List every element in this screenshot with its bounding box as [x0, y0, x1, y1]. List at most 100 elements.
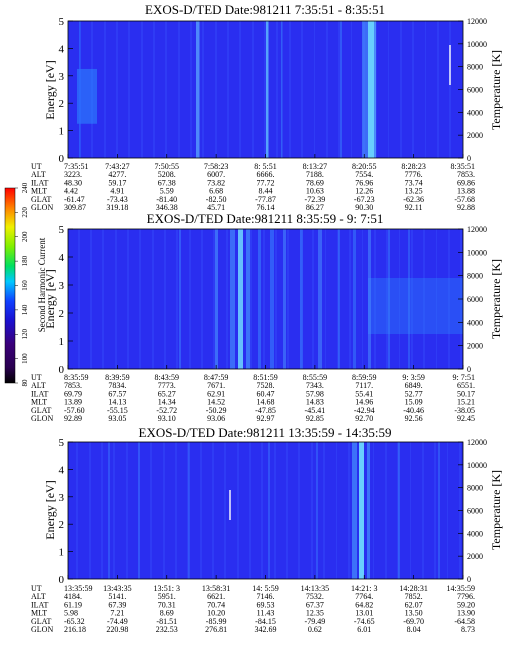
table-cell: 92.11 — [405, 203, 423, 212]
table-cell: 5208. — [158, 170, 176, 179]
table-cell: 7:43:27 — [105, 162, 129, 171]
spectrogram-texture — [163, 442, 164, 579]
spectrogram-band — [318, 229, 322, 369]
table-cell: 4.91 — [110, 187, 124, 196]
y-tick-label: 3 — [59, 71, 65, 83]
spectrogram-band — [367, 442, 370, 579]
table-cell: 59.20 — [457, 600, 475, 609]
table-row-name: MLT — [31, 187, 47, 196]
table-cell: 15.21 — [457, 398, 475, 407]
table-row-name: ALT — [31, 381, 46, 390]
spectrogram-texture — [262, 442, 263, 579]
table-cell: 0.62 — [308, 625, 322, 634]
spectrogram-texture — [314, 21, 315, 158]
spectrogram-texture — [129, 21, 130, 158]
y-tick-label: 1 — [59, 336, 65, 348]
table-cell: 13.88 — [457, 187, 475, 196]
table-cell: -47.85 — [255, 406, 276, 415]
spectrogram-band — [268, 442, 270, 579]
spectrogram-texture — [349, 229, 350, 369]
table-cell: 7764. — [355, 592, 373, 601]
y-tick-label: 4 — [59, 252, 65, 264]
table-row-name: GLAT — [31, 617, 52, 626]
table-cell: -74.49 — [107, 617, 128, 626]
table-row-name: ILAT — [31, 389, 48, 398]
table-cell: 6007. — [207, 170, 225, 179]
spectrogram-texture — [388, 21, 389, 158]
spectrogram-texture — [264, 229, 265, 369]
spectrogram-texture — [150, 442, 151, 579]
table-cell: 7:58:23 — [204, 162, 228, 171]
spectrogram-texture — [104, 21, 105, 158]
spectrogram-texture — [249, 442, 250, 579]
table-row-name: GLON — [31, 203, 53, 212]
table-cell: 5951. — [158, 592, 176, 601]
table-cell: -84.15 — [255, 617, 276, 626]
spectrogram-texture — [412, 21, 413, 158]
spectrogram-band — [215, 229, 218, 369]
y-tick-label: 2 — [59, 308, 65, 320]
table-cell: 14:21: 3 — [351, 584, 377, 593]
table-cell: -55.15 — [107, 406, 128, 415]
table-cell: -45.41 — [305, 406, 326, 415]
colorbar-tick-label: 100 — [21, 353, 29, 364]
spectrogram-texture — [265, 21, 266, 158]
spectrogram-texture — [338, 229, 339, 369]
table-cell: -85.99 — [206, 617, 227, 626]
table-cell: 6.01 — [357, 625, 371, 634]
table-cell: 92.89 — [64, 414, 82, 423]
colorbar-tick-label: 120 — [21, 329, 29, 340]
spectrogram-texture — [362, 229, 363, 369]
spectrogram-texture — [251, 229, 252, 369]
table-cell: -67.23 — [354, 195, 375, 204]
table-cell: 13:35:59 — [64, 584, 92, 593]
spectrogram-texture — [68, 21, 69, 158]
spectrogram-texture — [138, 442, 139, 579]
spectrogram-texture — [154, 21, 155, 158]
spectrogram-band — [300, 229, 303, 369]
spectrogram-texture — [175, 442, 176, 579]
y-tick-label: 1 — [59, 126, 65, 138]
table-cell: 14.68 — [257, 398, 275, 407]
y-tick-label-right: 4000 — [467, 108, 483, 117]
spectrogram-texture — [399, 229, 400, 369]
spectrogram-texture — [128, 21, 129, 158]
spectrogram-texture — [324, 442, 325, 579]
y-tick-label: 4 — [59, 464, 65, 476]
table-cell: 73.82 — [207, 178, 225, 187]
spectrogram-texture — [139, 229, 140, 369]
table-row-name: GLON — [31, 625, 53, 634]
spectrogram-texture — [188, 442, 189, 579]
table-cell: 14.13 — [108, 398, 126, 407]
spectrogram-texture — [301, 229, 302, 369]
table-cell: 8.69 — [160, 609, 174, 618]
spectrogram-texture — [435, 442, 436, 579]
panel-2-ylabel: Energy [eV] — [43, 269, 57, 328]
spectrogram-texture — [425, 21, 426, 158]
spectrogram-texture — [374, 229, 375, 369]
spectrogram-texture — [339, 21, 340, 158]
y-tick-label-right: 10000 — [467, 40, 487, 49]
table-cell: 92.70 — [355, 414, 373, 423]
table-cell: 13.90 — [457, 609, 475, 618]
table-cell: 220.98 — [106, 625, 128, 634]
spectrogram-band — [196, 21, 200, 158]
table-cell: -72.39 — [305, 195, 326, 204]
table-cell: 9: 7:51 — [453, 373, 475, 382]
spectrogram-texture — [252, 21, 253, 158]
table-cell: -61.47 — [64, 195, 85, 204]
table-cell: 69.53 — [257, 600, 275, 609]
table-cell: -57.68 — [454, 195, 475, 204]
spectrogram-texture — [437, 21, 438, 158]
spectrogram-texture — [449, 229, 450, 369]
table-cell: 67.37 — [306, 600, 324, 609]
spectrogram-texture — [226, 229, 227, 369]
y-tick-label: 5 — [59, 16, 65, 28]
spectrogram-enhancement — [368, 278, 463, 334]
spectrogram-band — [316, 442, 318, 579]
panel-3-ylabel: Energy [eV] — [43, 480, 57, 539]
table-cell: 62.91 — [207, 389, 225, 398]
table-cell: 6551. — [457, 381, 475, 390]
spectrogram-texture — [117, 21, 118, 158]
spectrogram-texture — [77, 442, 78, 579]
